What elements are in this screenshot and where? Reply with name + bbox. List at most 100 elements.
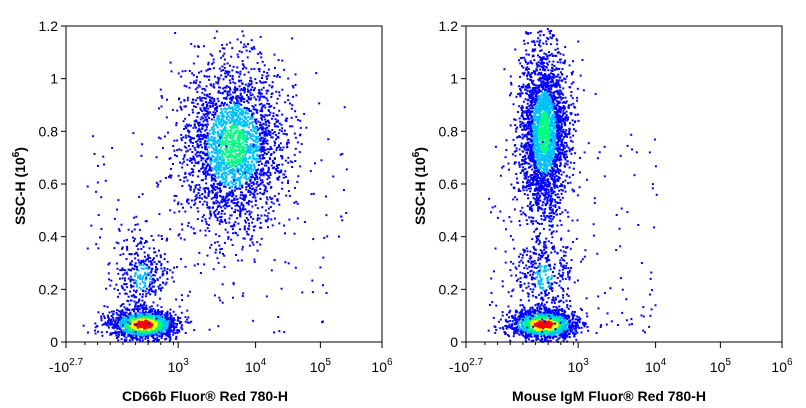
data-point [239,196,242,199]
data-point [151,281,154,284]
data-point [181,228,184,231]
data-point [250,181,253,184]
data-point [244,163,247,166]
data-point [322,320,324,323]
data-point [103,315,106,318]
data-point [264,131,267,134]
data-point [252,169,255,172]
data-point [117,326,120,329]
data-point [206,93,209,96]
data-point [262,122,265,125]
data-point [221,124,224,126]
data-point [275,114,278,117]
data-point [287,190,290,193]
data-point [219,299,222,302]
data-point [188,184,191,187]
data-point [115,241,118,244]
data-point [198,122,201,125]
data-point [234,221,237,224]
data-point [126,321,129,324]
data-point [134,330,137,333]
data-point [236,234,239,237]
data-point [115,319,118,322]
data-point [187,316,190,319]
data-point [215,120,217,123]
data-point [211,128,213,130]
data-point [202,107,205,110]
data-point [181,223,183,226]
data-point [192,81,195,84]
data-point [157,321,159,324]
data-point [117,199,120,202]
data-point [261,74,264,77]
data-point [252,182,255,185]
data-point [127,316,129,319]
data-point [143,281,145,284]
data-point [206,123,209,126]
data-point [265,295,268,298]
data-point [126,307,129,310]
data-point [245,170,248,173]
data-point [147,256,150,259]
data-point [265,134,268,137]
data-point [173,139,176,142]
data-point [281,127,283,130]
data-point [258,132,261,135]
data-point [211,105,214,108]
data-point [122,311,125,314]
data-point [161,286,164,289]
data-point [245,186,248,188]
data-point [141,193,144,196]
data-point [148,309,151,312]
data-point [141,339,144,342]
data-point [155,317,158,320]
data-point [186,318,189,321]
data-point [126,247,129,250]
data-point [227,143,230,146]
data-point [247,112,250,115]
data-point [144,273,147,275]
data-point [161,325,164,327]
data-point [174,326,177,329]
data-point [206,206,209,209]
data-point [141,326,143,329]
data-point [275,167,278,170]
data-point [139,332,142,335]
data-point [260,56,263,59]
data-point [139,311,142,314]
data-point [100,317,103,320]
data-point [119,269,122,272]
data-point [286,143,289,146]
data-point [133,333,136,336]
data-point [221,92,224,95]
data-point [206,104,209,107]
data-point [113,217,116,220]
data-point [121,320,124,323]
data-point [294,266,297,269]
data-point [259,243,262,246]
data-point [162,320,165,323]
data-point [201,87,204,90]
data-point [178,330,181,333]
data-point [214,151,216,154]
data-point [271,92,274,95]
data-point [204,129,207,132]
data-point [149,312,152,315]
data-point [248,222,250,225]
data-point [223,102,226,105]
data-point [234,211,236,214]
data-point [145,292,148,295]
data-point [221,139,224,142]
data-point [240,209,243,212]
data-point [241,30,244,33]
data-point [222,166,225,169]
data-point [270,186,273,188]
data-point [176,109,179,112]
data-point [147,319,150,322]
data-point [259,51,262,54]
data-point [202,179,204,182]
data-point [232,183,235,186]
data-point [211,132,214,135]
data-point [296,118,299,121]
data-point [149,293,152,296]
